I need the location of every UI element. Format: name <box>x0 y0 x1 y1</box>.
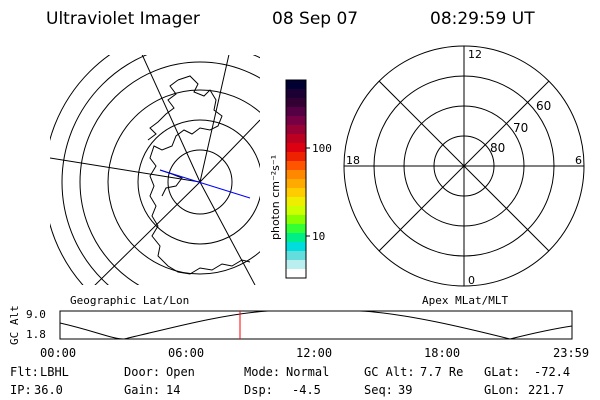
coastline-peninsula <box>147 79 179 141</box>
colorbar-segment <box>286 125 306 135</box>
colorbar-segment <box>286 89 306 99</box>
status-panel: Flt: LBHL Door: Open Mode: Normal GC Alt… <box>10 365 570 397</box>
alt-ylabel: GC Alt <box>8 305 21 345</box>
status-gain-key: Gain: <box>124 383 160 397</box>
date-label: 08 Sep 07 <box>272 9 358 29</box>
alt-xtick: 00:00 <box>40 346 76 360</box>
colorbar-segment <box>286 161 306 171</box>
colorbar-segment <box>286 215 306 225</box>
colorbar-segment <box>286 233 306 243</box>
meridian <box>94 181 201 285</box>
colorbar-segment <box>286 188 306 198</box>
colorbar-segment <box>286 152 306 162</box>
colorbar-unit-label: photon cm⁻²s⁻¹ <box>269 155 282 240</box>
status-gcalt-key: GC Alt: <box>364 365 415 379</box>
status-door-value: Open <box>166 365 195 379</box>
meridian <box>141 55 201 183</box>
colorbar-segment <box>286 80 306 90</box>
altitude-plot-frame <box>59 310 573 340</box>
meridian <box>199 119 260 183</box>
geographic-map: Geographic Lat/Lon <box>50 55 260 307</box>
mlat-label-70: 70 <box>513 121 528 135</box>
colorbar-segment <box>286 251 306 261</box>
alt-xtick: 06:00 <box>168 346 204 360</box>
coastline <box>149 75 251 275</box>
magnetic-polar-plot: 12 18 6 0 60 70 80 Apex MLat/MLT <box>343 45 585 307</box>
status-filter-key: Flt: <box>10 365 39 379</box>
right-plot-label: Apex MLat/MLT <box>422 294 508 307</box>
mlt-label-0: 0 <box>468 274 475 287</box>
colorbar-segment <box>286 206 306 216</box>
meridian <box>50 157 201 183</box>
status-mode-key: Mode: <box>244 365 280 379</box>
status-door-key: Door: <box>124 365 160 379</box>
alt-ytick-min: 1.8 <box>26 328 46 341</box>
colorbar-tick-label: 100 <box>312 142 332 155</box>
meridian <box>199 181 256 285</box>
alt-xtick: 12:00 <box>296 346 332 360</box>
lat-circle <box>61 55 260 285</box>
status-glat-key: GLat: <box>484 365 520 379</box>
colorbar-segment <box>286 98 306 108</box>
status-ip-value: 36.0 <box>34 383 63 397</box>
status-filter-value: LBHL <box>40 365 69 379</box>
colorbar: 100 10 photon cm⁻²s⁻¹ <box>269 79 332 279</box>
alt-ytick-max: 9.0 <box>26 308 46 321</box>
colorbar-segment <box>286 116 306 126</box>
alt-xtick: 23:59 <box>553 346 589 360</box>
status-dsp-key: Dsp: <box>244 383 273 397</box>
colorbar-segment <box>286 242 306 252</box>
instrument-title: Ultraviolet Imager <box>46 9 200 29</box>
status-glon-value: 221.7 <box>528 383 564 397</box>
lat-circle <box>137 119 260 245</box>
status-seq-value: 39 <box>398 383 412 397</box>
colorbar-segment <box>286 269 306 279</box>
colorbar-segment <box>286 260 306 270</box>
colorbar-frame <box>285 79 307 279</box>
time-label: 08:29:59 UT <box>430 9 535 29</box>
status-glat-value: -72.4 <box>534 365 570 379</box>
satellite-track <box>159 169 251 199</box>
status-ip-key: IP: <box>10 383 32 397</box>
mlt-label-6: 6 <box>575 154 582 167</box>
colorbar-segment <box>286 134 306 144</box>
lat-circle <box>79 61 260 285</box>
colorbar-segment <box>286 179 306 189</box>
mlat-label-60: 60 <box>536 99 551 113</box>
status-seq-key: Seq: <box>364 383 393 397</box>
status-mode-value: Normal <box>286 365 329 379</box>
colorbar-segment <box>286 224 306 234</box>
colorbar-segment <box>286 170 306 180</box>
status-dsp-value: -4.5 <box>292 383 321 397</box>
status-gcalt-value: 7.7 Re <box>420 365 463 379</box>
mlt-label-18: 18 <box>346 154 360 167</box>
alt-xtick: 18:00 <box>424 346 460 360</box>
colorbar-segment <box>286 197 306 207</box>
altitude-curve <box>59 310 573 340</box>
meridian <box>199 55 230 183</box>
colorbar-segment <box>286 143 306 153</box>
status-gain-value: 14 <box>166 383 180 397</box>
altitude-plot: 9.0 1.8 GC Alt 00:00 06:00 12:00 18:00 2… <box>8 305 589 360</box>
status-glon-key: GLon: <box>484 383 520 397</box>
mlt-diagonal <box>378 80 550 252</box>
colorbar-segment <box>286 107 306 117</box>
left-map-label: Geographic Lat/Lon <box>70 294 189 307</box>
mlt-label-12: 12 <box>468 48 482 61</box>
colorbar-scale <box>286 80 306 279</box>
mlat-label-80: 80 <box>490 141 505 155</box>
colorbar-tick-label: 10 <box>312 230 325 243</box>
lat-circle <box>167 149 233 215</box>
lat-circle <box>107 89 260 275</box>
